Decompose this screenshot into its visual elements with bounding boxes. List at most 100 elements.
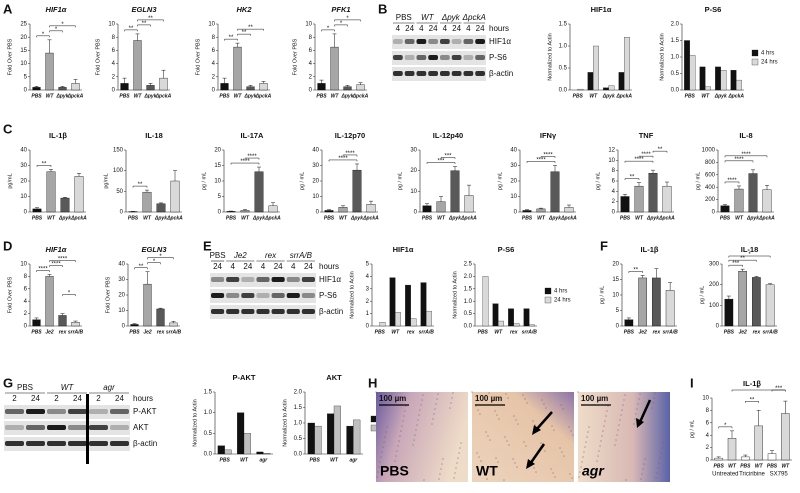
bar bbox=[705, 86, 711, 91]
y-tick-label: 40 bbox=[312, 148, 319, 154]
cell-dot bbox=[554, 476, 556, 478]
bar bbox=[765, 284, 775, 327]
cell-dot bbox=[522, 394, 524, 396]
significance-label: ** bbox=[42, 161, 47, 167]
y-tick-label: 40 bbox=[510, 148, 517, 154]
bar bbox=[60, 197, 70, 213]
cell-dot bbox=[620, 414, 622, 416]
blot-band bbox=[211, 293, 225, 298]
x-tick-label: PBS bbox=[724, 329, 735, 335]
y-tick-label: 30 bbox=[312, 163, 319, 169]
cell-dot bbox=[404, 410, 406, 412]
significance-bracket bbox=[36, 35, 50, 38]
blot-band bbox=[393, 55, 403, 60]
bar bbox=[143, 283, 152, 327]
blot-band bbox=[226, 277, 240, 282]
chart-title: P-S6 bbox=[705, 5, 722, 14]
y-tick-label: 400 bbox=[705, 185, 716, 191]
x-tick-label: rex bbox=[407, 329, 415, 335]
significance-bracket bbox=[244, 157, 260, 160]
blot-strip bbox=[4, 405, 130, 419]
blot-band bbox=[5, 409, 24, 414]
blot-hour-label: 4 bbox=[261, 262, 266, 271]
cell-dot bbox=[622, 404, 624, 406]
significance-bracket bbox=[147, 262, 161, 265]
cell-dot bbox=[421, 399, 423, 401]
y-axis-label: pg / mL bbox=[695, 172, 701, 190]
significance-bracket bbox=[328, 159, 358, 162]
x-tick-label: ΔpckA bbox=[560, 215, 577, 221]
cell-dot bbox=[437, 393, 439, 395]
bar bbox=[233, 46, 242, 91]
blot-band bbox=[404, 71, 415, 76]
blot-band bbox=[451, 55, 462, 60]
y-tick-label: 20 bbox=[510, 179, 517, 185]
cell-dot bbox=[651, 407, 653, 409]
cell-dot bbox=[378, 466, 380, 468]
bar bbox=[638, 277, 647, 327]
x-tick-label: rex bbox=[59, 329, 67, 335]
blot-group-label: PBS bbox=[210, 251, 226, 260]
x-tick-label: PBS bbox=[620, 215, 631, 221]
cell-dot bbox=[403, 415, 405, 417]
bar bbox=[715, 66, 721, 91]
cell-dot bbox=[438, 478, 440, 480]
blot-group-label: agr bbox=[103, 383, 115, 392]
y-tick-label: 15 bbox=[20, 48, 27, 54]
significance-label: **** bbox=[641, 152, 651, 158]
x-tick-label: ΔpckA bbox=[67, 93, 84, 99]
significance-bracket bbox=[237, 33, 251, 36]
significance-label: ** bbox=[740, 256, 745, 262]
bar bbox=[738, 271, 747, 327]
y-tick-label: 0 bbox=[218, 210, 222, 216]
bar bbox=[426, 310, 432, 327]
cell-dot bbox=[413, 439, 415, 441]
y-tick-label: 10 bbox=[20, 194, 27, 200]
y-axis-label: Fold Over PBS bbox=[7, 38, 13, 75]
y-tick-label: 3 bbox=[366, 286, 370, 292]
y-tick-label: 25 bbox=[20, 22, 27, 28]
bar bbox=[648, 173, 658, 213]
cell-dot bbox=[551, 425, 553, 427]
cell-dot bbox=[606, 410, 608, 412]
x-tick-label: Δpyk bbox=[252, 215, 265, 221]
blot-band bbox=[5, 425, 24, 430]
y-tick-label: 1.0 bbox=[671, 55, 680, 61]
y-tick-label: 2 bbox=[24, 311, 28, 317]
x-tick-label: ΔpckA bbox=[658, 215, 675, 221]
significance-bracket bbox=[426, 162, 456, 165]
x-tick-label: ΔpckA bbox=[352, 93, 369, 99]
x-tick-label: WT bbox=[330, 457, 339, 463]
significance-bracket bbox=[745, 401, 759, 403]
chart-title: HK2 bbox=[236, 5, 252, 14]
x-tick-label: rex bbox=[510, 329, 518, 335]
bar bbox=[343, 86, 352, 91]
x-tick-label: agr bbox=[259, 457, 268, 463]
chart-title: IL-1β bbox=[49, 131, 67, 140]
significance-label: ** bbox=[229, 35, 234, 41]
y-axis-label: Normalized to Actin bbox=[659, 33, 665, 80]
bar bbox=[624, 37, 630, 91]
x-tick-label: PBS bbox=[128, 215, 139, 221]
y-tick-label: 2.0 bbox=[671, 22, 680, 28]
y-tick-label: 10 bbox=[612, 293, 619, 299]
significance-label: *** bbox=[437, 159, 445, 165]
significance-bracket bbox=[728, 259, 757, 262]
y-tick-label: 10 bbox=[702, 396, 709, 402]
cell-dot bbox=[457, 457, 459, 459]
x-tick-label: WT bbox=[589, 93, 598, 99]
bar bbox=[32, 87, 41, 91]
bar bbox=[46, 171, 56, 213]
y-axis-label: Fold Over PBS bbox=[195, 38, 201, 75]
y-axis-label: pg/mL bbox=[7, 173, 13, 188]
blot-band bbox=[428, 55, 438, 60]
cell-dot bbox=[460, 442, 462, 444]
blot-hour-label: 24 bbox=[213, 262, 222, 271]
significance-bracket bbox=[237, 28, 264, 31]
cell-dot bbox=[455, 467, 457, 469]
x-tick-label: WT bbox=[735, 215, 744, 221]
y-tick-label: 0 bbox=[706, 458, 710, 464]
cell-dot bbox=[550, 468, 552, 470]
significance-label: **** bbox=[345, 151, 355, 157]
significance-bracket bbox=[624, 178, 640, 181]
